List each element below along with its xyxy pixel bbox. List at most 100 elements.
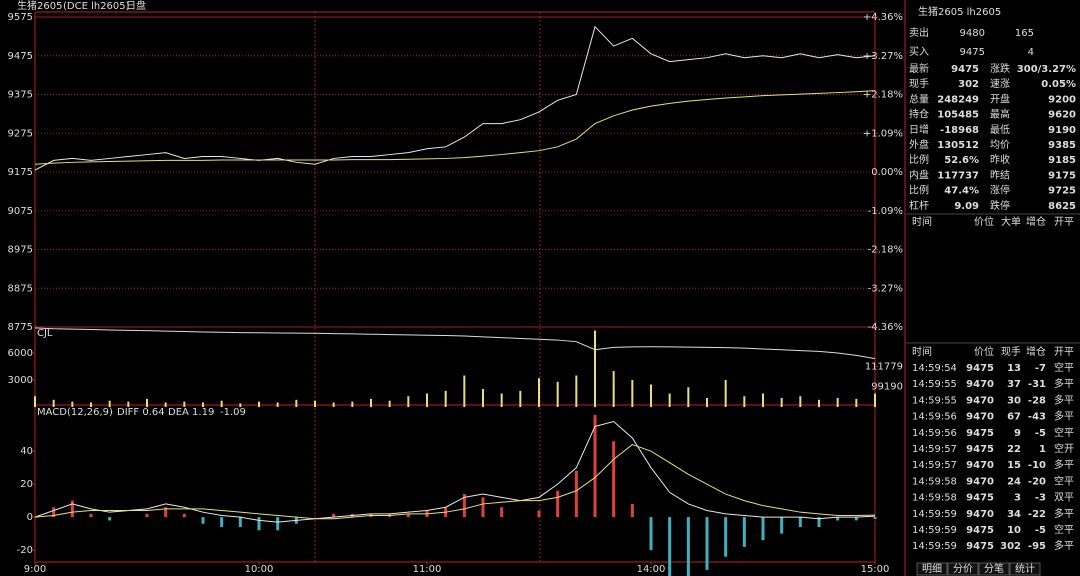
quote-size: 165: [1015, 28, 1034, 39]
volume-bar: [743, 396, 746, 407]
tab-label[interactable]: 分笔: [984, 562, 1004, 575]
tick-cell: 9: [1014, 428, 1021, 439]
macd-bar: [52, 507, 56, 518]
quote-title: 生猪2605 lh2605: [918, 5, 1001, 18]
volume-bar: [276, 402, 279, 407]
macd-bar: [836, 517, 840, 521]
macd-bar: [630, 503, 634, 518]
tick-cell: 14:59:56: [912, 412, 957, 423]
stat-value: 9200: [1048, 94, 1076, 105]
volume-bar: [855, 398, 858, 407]
y-tick-label: 3000: [8, 375, 33, 386]
y-tick-label: 20: [20, 479, 33, 490]
table-header: 价位: [974, 215, 994, 228]
stat-value: 47.4%: [944, 186, 979, 197]
stat-label: 最低: [990, 123, 1010, 136]
stat-value: 9385: [1048, 140, 1076, 151]
volume-bar: [295, 399, 298, 407]
y-tick-label: 9175: [8, 167, 33, 178]
macd-bar: [668, 517, 672, 576]
tick-cell: 3: [1014, 493, 1021, 504]
volume-bar: [612, 371, 615, 407]
table-header: 现手: [1001, 345, 1021, 358]
tick-cell: 多平: [1054, 410, 1074, 423]
x-tick-label: 14:00: [637, 564, 666, 575]
macd-bar: [481, 497, 485, 518]
tick-cell: -7: [1035, 363, 1046, 374]
tab-label[interactable]: 统计: [1015, 562, 1035, 575]
volume-bar: [202, 402, 204, 407]
y2-tick-label: +3.27%: [863, 51, 903, 62]
macd-bar: [500, 507, 504, 518]
y2-tick-label: -4.36%: [868, 322, 903, 333]
stat-label: 总量: [909, 92, 929, 105]
stat-value: 117737: [937, 170, 979, 181]
tab[interactable]: [916, 562, 948, 576]
series-line: [34, 25, 876, 171]
macd-bar: [556, 490, 560, 518]
macd-bar: [537, 510, 541, 518]
tick-cell: 24: [1007, 476, 1021, 487]
stat-label: 内盘: [909, 168, 929, 181]
stat-label: 涨跌: [990, 62, 1010, 75]
tab[interactable]: [947, 562, 979, 576]
macd-bar: [201, 517, 205, 524]
volume-bar: [108, 400, 111, 407]
tab-label[interactable]: 明细: [922, 562, 942, 575]
y-tick-label: 8775: [8, 322, 33, 333]
x-tick-label: 15:00: [861, 564, 890, 575]
stat-label: 杠杆: [909, 199, 929, 212]
volume-bar: [351, 401, 354, 407]
tick-cell: 9475: [966, 444, 994, 455]
volume-bar: [482, 389, 484, 407]
macd-bar: [705, 517, 709, 570]
stat-value: 9185: [1048, 155, 1076, 166]
tab[interactable]: [1009, 562, 1041, 576]
y-tick-label: -20: [17, 545, 33, 556]
x-tick-label: 10:00: [245, 564, 274, 575]
tick-cell: 9470: [966, 412, 994, 423]
y2-tick-label: +1.09%: [863, 128, 903, 139]
y2-tick-label: -3.27%: [868, 283, 903, 294]
volume-bar: [631, 380, 634, 407]
tick-cell: 14:59:54: [912, 363, 957, 374]
stat-value: 8625: [1048, 201, 1076, 212]
stat-value: 52.6%: [944, 155, 979, 166]
session[interactable]: 日盘: [126, 0, 146, 12]
tick-cell: 空平: [1054, 523, 1074, 536]
volume-bar: [463, 375, 466, 407]
tick-cell: 9475: [966, 541, 994, 552]
tick-cell: -22: [1028, 509, 1046, 520]
tab[interactable]: [978, 562, 1010, 576]
table-header: 大单: [1001, 215, 1021, 228]
x-tick-label: 11:00: [413, 564, 442, 575]
series-line: [34, 420, 876, 523]
stat-label: 均价: [990, 139, 1010, 151]
macd-bar: [724, 517, 728, 557]
table-header: 增仓: [1026, 215, 1046, 228]
tick-cell: 14:59:55: [912, 379, 957, 390]
series-line: [34, 444, 876, 520]
macd-bar: [873, 517, 877, 519]
symbol: 生猪2605: [17, 0, 62, 12]
series-line: [34, 90, 876, 165]
volume-bar: [314, 400, 316, 407]
tick-cell: 1: [1039, 444, 1046, 455]
macd-bar: [854, 517, 858, 521]
volume-bar: [239, 403, 242, 407]
macd-bar: [686, 517, 690, 576]
tick-cell: 14:59:57: [912, 444, 957, 455]
tick-cell: 14:59:59: [912, 541, 957, 552]
macd-bar: [462, 494, 466, 518]
tick-cell: 9475: [966, 428, 994, 439]
tick-cell: 14:59:58: [912, 476, 957, 487]
tick-cell: -3: [1035, 493, 1046, 504]
stat-value: 0.05%: [1041, 79, 1076, 90]
tick-cell: 14:59:55: [912, 395, 957, 406]
y-tick-label: 9575: [8, 12, 33, 23]
tab-label[interactable]: 分价: [953, 563, 973, 575]
tick-cell: -28: [1028, 395, 1046, 406]
volume-bar: [836, 398, 839, 407]
stat-label: 速涨: [990, 78, 1010, 90]
stat-label: 跌停: [990, 199, 1010, 212]
